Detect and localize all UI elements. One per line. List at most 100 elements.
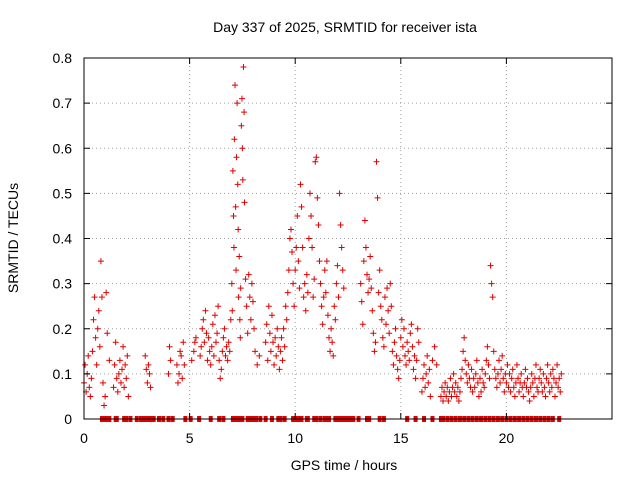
data-point — [248, 280, 255, 287]
data-point — [317, 280, 324, 287]
data-point — [448, 393, 455, 400]
data-point — [200, 316, 207, 323]
data-point — [315, 221, 322, 228]
data-point — [220, 334, 227, 341]
data-point — [112, 339, 119, 346]
data-point — [463, 370, 470, 377]
data-point — [100, 379, 107, 386]
data-point — [86, 384, 93, 391]
data-point — [309, 244, 316, 251]
data-point — [539, 388, 546, 395]
y-tick-label: 0.7 — [53, 95, 73, 111]
data-point — [530, 393, 537, 400]
data-point — [494, 370, 501, 377]
data-point — [422, 384, 429, 391]
data-point — [460, 348, 467, 355]
data-point — [528, 370, 535, 377]
data-point — [297, 181, 304, 188]
data-point — [213, 339, 219, 346]
data-point — [413, 357, 420, 364]
data-point — [224, 357, 231, 364]
data-point — [203, 330, 210, 337]
data-point — [237, 334, 244, 341]
data-point — [230, 212, 237, 219]
data-point — [362, 244, 369, 251]
data-point — [474, 379, 481, 386]
x-tick-label: 10 — [287, 430, 303, 446]
data-point — [313, 154, 320, 161]
data-point — [282, 303, 289, 310]
data-point — [311, 276, 318, 283]
data-point — [310, 294, 317, 301]
data-point — [239, 176, 246, 183]
data-point — [207, 361, 214, 368]
data-point — [229, 167, 236, 174]
data-point — [225, 339, 232, 346]
data-point — [442, 379, 449, 386]
data-point — [446, 388, 453, 395]
data-point — [318, 303, 325, 310]
y-axis-label: SRMTID / TECUs — [5, 183, 21, 293]
data-point — [547, 370, 554, 377]
data-point — [409, 343, 416, 350]
data-point — [199, 325, 206, 332]
data-point — [266, 330, 273, 337]
data-point — [360, 258, 367, 265]
data-point — [414, 325, 421, 332]
data-point — [142, 352, 149, 359]
data-point — [426, 366, 433, 373]
data-point — [197, 352, 204, 359]
data-point — [241, 199, 248, 206]
data-point — [265, 303, 272, 310]
data-point — [325, 334, 332, 341]
data-point — [340, 285, 347, 292]
data-point — [455, 397, 462, 404]
data-point — [359, 321, 366, 328]
data-point — [289, 249, 296, 256]
data-point — [334, 262, 341, 269]
data-point — [496, 357, 503, 364]
data-point — [300, 294, 307, 301]
data-point — [123, 375, 130, 382]
data-point — [392, 325, 399, 332]
data-point — [254, 361, 261, 368]
data-point — [553, 379, 560, 386]
data-point — [330, 352, 337, 359]
data-point — [412, 375, 419, 382]
data-point — [292, 267, 299, 274]
data-point — [218, 366, 225, 373]
data-point — [98, 294, 105, 301]
data-point — [451, 388, 458, 395]
data-point — [303, 271, 310, 278]
data-point — [176, 370, 183, 377]
data-point — [483, 357, 490, 364]
x-tick-label: 0 — [80, 430, 88, 446]
data-point — [209, 321, 216, 328]
data-point — [366, 276, 373, 283]
data-point — [238, 95, 245, 102]
data-point — [174, 379, 181, 386]
data-point — [398, 316, 405, 323]
data-point — [536, 375, 543, 382]
data-point — [291, 303, 298, 310]
data-point — [551, 393, 558, 400]
data-point — [125, 393, 132, 400]
data-point — [272, 334, 279, 341]
data-point — [459, 366, 466, 373]
data-point — [511, 393, 518, 400]
data-point — [245, 271, 252, 278]
data-point — [287, 226, 294, 233]
data-point — [481, 384, 488, 391]
data-point — [449, 384, 456, 391]
data-point — [385, 307, 392, 314]
data-point — [499, 352, 506, 359]
data-point — [488, 280, 495, 287]
data-point — [247, 316, 254, 323]
data-point — [296, 285, 303, 292]
data-point — [556, 375, 563, 382]
data-point — [403, 361, 410, 368]
data-point — [122, 361, 129, 368]
data-point — [117, 379, 124, 386]
data-point — [87, 393, 94, 400]
y-tick-label: 0 — [64, 411, 72, 427]
